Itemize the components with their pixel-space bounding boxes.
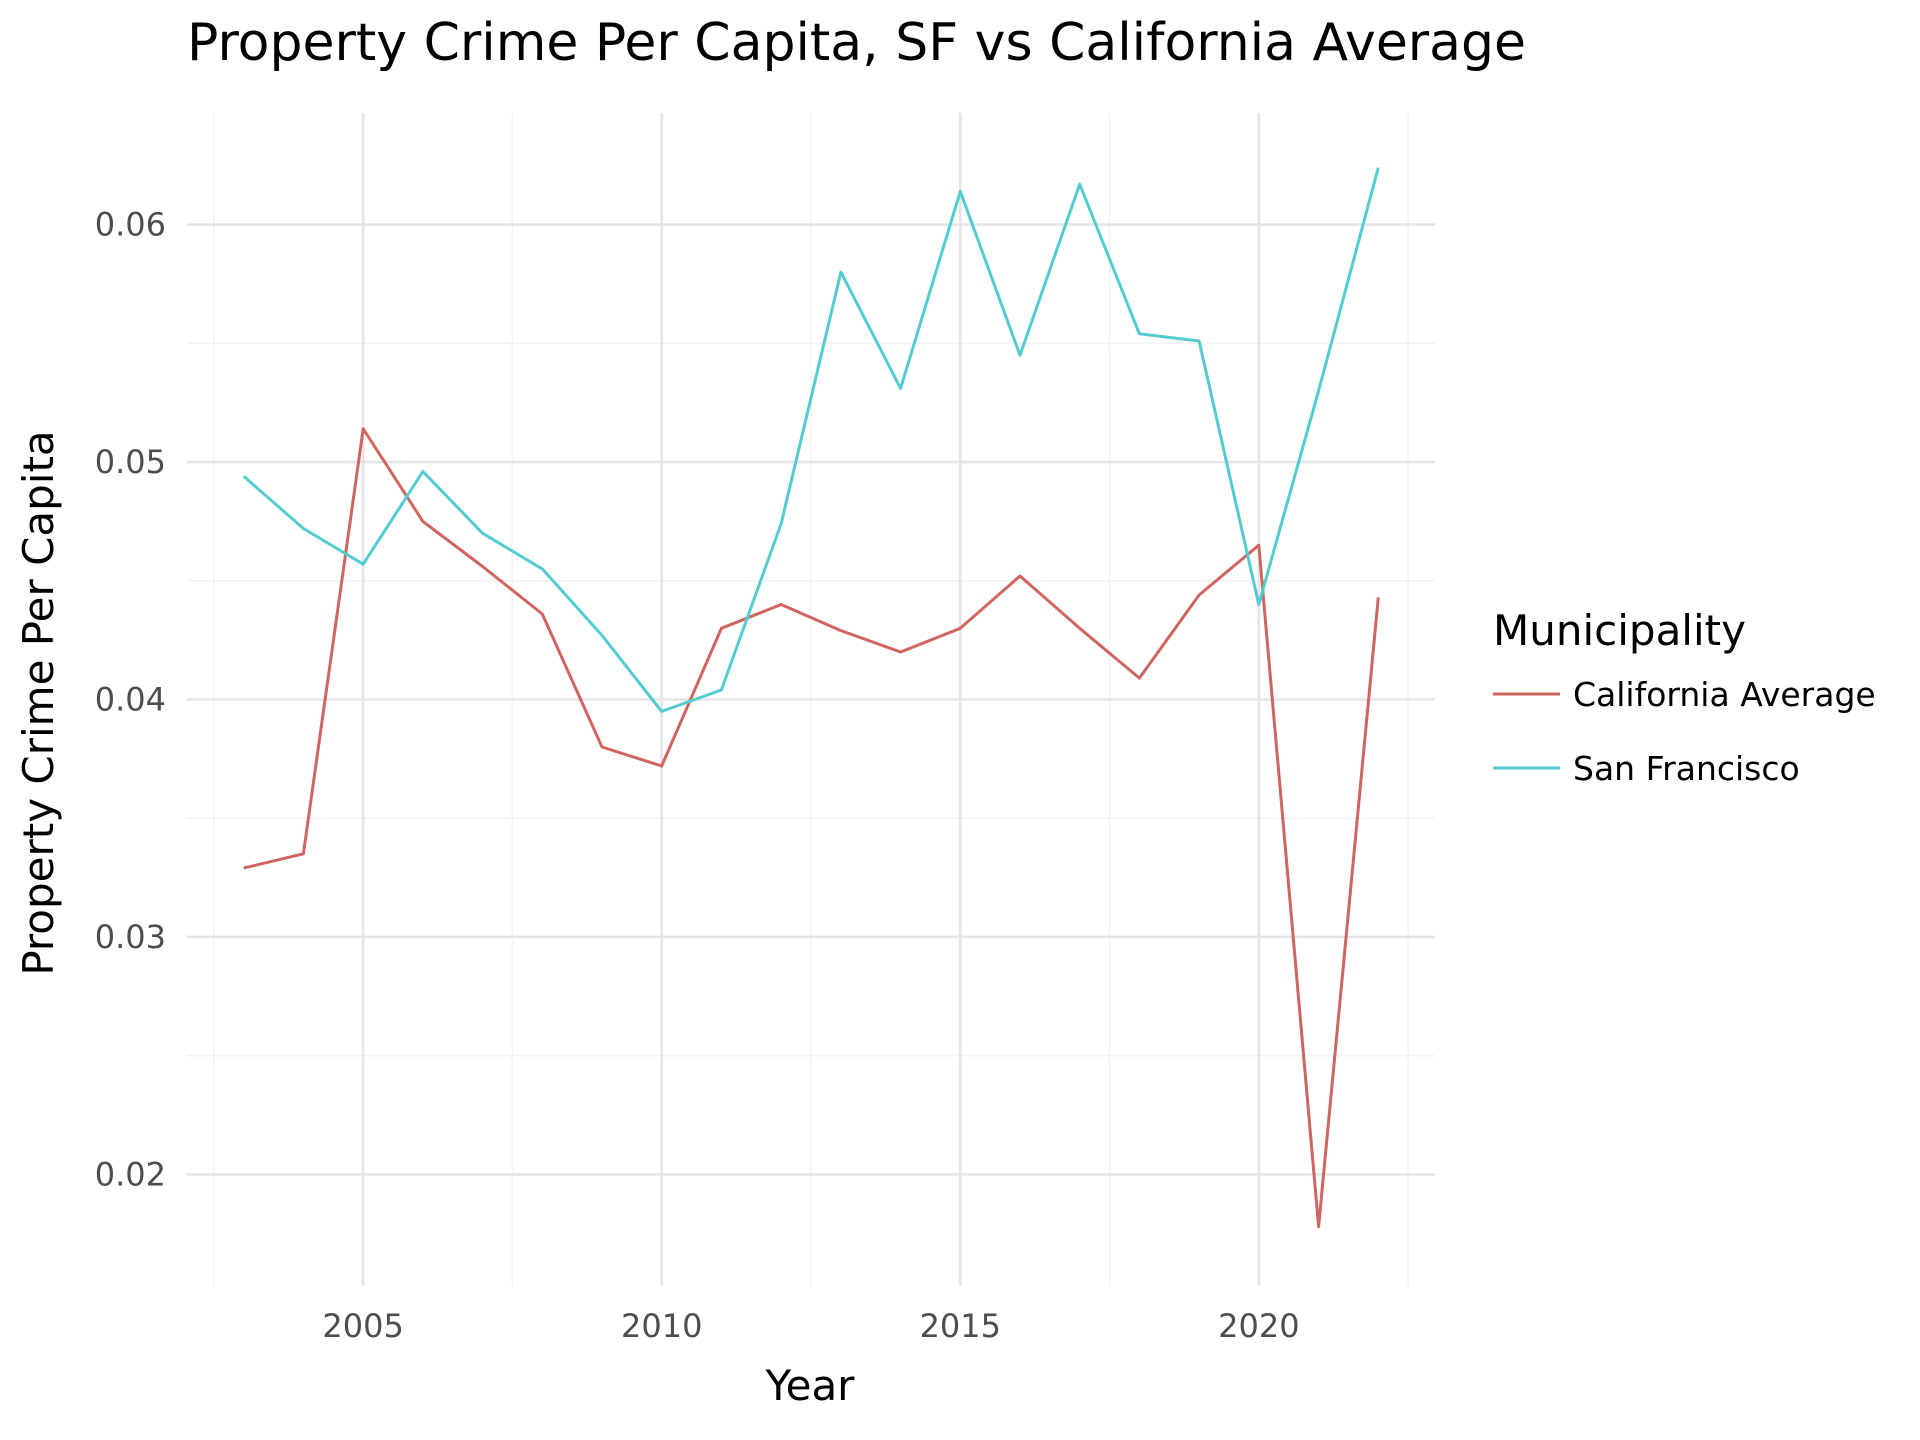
grid-lines [187,113,1435,1286]
chart-title: Property Crime Per Capita, SF vs Califor… [187,13,1526,73]
series-line-california-average [243,427,1380,1229]
y-axis-tick-labels: 0.02 0.03 0.04 0.05 0.06 [95,206,166,1194]
y-tick-label: 0.05 [95,443,166,481]
series-line-san-francisco [242,167,1380,713]
y-axis-title: Property Crime Per Capita [14,430,63,975]
legend: Municipality California Average San Fran… [1493,606,1876,788]
x-tick-label: 2010 [621,1307,702,1345]
y-tick-label: 0.02 [95,1155,166,1193]
y-tick-label: 0.03 [95,918,166,956]
x-axis-title: Year [765,1361,856,1410]
series-lines [242,167,1380,1229]
x-tick-label: 2005 [322,1307,403,1345]
y-tick-label: 0.04 [95,681,166,719]
x-tick-label: 2020 [1218,1307,1299,1345]
x-tick-label: 2015 [920,1307,1001,1345]
legend-label-california-average: California Average [1573,675,1876,714]
y-tick-label: 0.06 [95,206,166,244]
legend-title: Municipality [1493,606,1746,655]
x-axis-tick-labels: 2005 2010 2015 2020 [322,1307,1299,1345]
legend-label-san-francisco: San Francisco [1573,749,1800,788]
